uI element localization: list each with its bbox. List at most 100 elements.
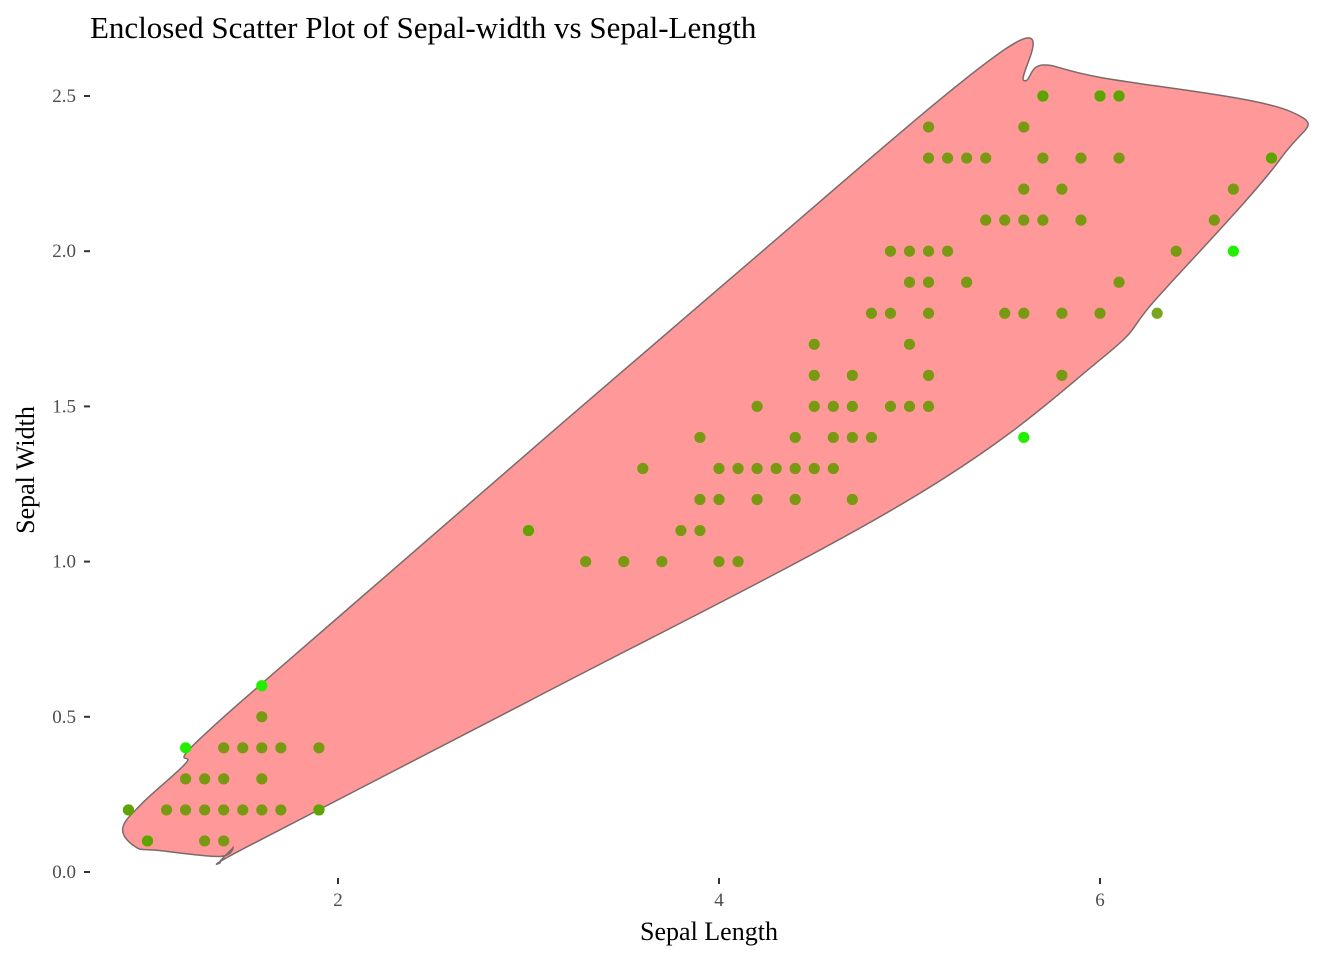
data-point: [218, 835, 230, 847]
data-point: [751, 493, 763, 506]
data-point: [313, 742, 325, 754]
data-point: [1208, 214, 1220, 226]
x-tick-label: 4: [714, 890, 724, 911]
highlight-point: [1227, 245, 1239, 257]
data-point: [789, 431, 801, 444]
y-tick-label: 1.0: [52, 552, 76, 573]
data-point: [1265, 152, 1278, 164]
data-point: [1056, 369, 1068, 381]
data-point: [1075, 152, 1087, 164]
highlight-point: [1018, 431, 1030, 444]
highlight-point: [180, 742, 192, 754]
data-point: [256, 742, 268, 754]
data-point: [675, 524, 687, 537]
data-point: [1018, 121, 1030, 133]
data-point: [827, 462, 839, 475]
data-point: [770, 462, 782, 475]
data-point: [942, 152, 954, 164]
data-point: [199, 773, 211, 785]
data-point: [1056, 307, 1068, 319]
data-point: [1018, 214, 1030, 226]
data-point: [846, 493, 858, 506]
x-tick-label: 2: [333, 890, 343, 911]
data-point: [713, 556, 725, 568]
data-point: [637, 462, 649, 475]
data-point: [122, 804, 135, 816]
data-point: [141, 835, 154, 847]
data-point: [808, 369, 820, 381]
data-point: [942, 245, 954, 257]
data-point: [846, 431, 858, 444]
data-point: [180, 773, 192, 785]
data-point: [827, 431, 839, 444]
data-point: [922, 245, 935, 257]
data-point: [256, 773, 268, 785]
points-layer: [122, 90, 1278, 847]
data-point: [732, 556, 744, 568]
data-point: [980, 152, 992, 164]
data-point: [808, 338, 820, 350]
data-point: [846, 400, 858, 412]
data-point: [922, 152, 935, 164]
data-point: [922, 307, 935, 319]
y-axis-label: Sepal Width: [11, 406, 40, 534]
data-point: [1037, 90, 1049, 102]
highlight-point: [256, 680, 268, 692]
x-tick-label: 6: [1095, 890, 1105, 911]
data-point: [713, 462, 725, 475]
data-point: [922, 369, 935, 381]
data-point: [1151, 307, 1163, 319]
data-point: [903, 338, 916, 350]
plot-area: [121, 37, 1309, 865]
data-point: [618, 556, 630, 568]
data-point: [922, 121, 935, 133]
data-point: [751, 462, 763, 475]
data-point: [1094, 90, 1106, 102]
data-point: [846, 369, 858, 381]
data-point: [237, 742, 249, 754]
data-point: [922, 400, 935, 412]
data-point: [522, 524, 535, 537]
data-point: [180, 804, 192, 816]
data-point: [713, 493, 725, 506]
data-point: [1227, 183, 1239, 195]
data-point: [1056, 183, 1068, 195]
data-point: [827, 400, 839, 412]
data-point: [199, 804, 211, 816]
y-tick-label: 0.0: [52, 862, 76, 883]
data-point: [903, 400, 916, 412]
data-point: [961, 276, 973, 288]
data-point: [218, 742, 230, 754]
data-point: [808, 462, 820, 475]
data-point: [275, 804, 287, 816]
data-point: [275, 742, 287, 754]
data-point: [865, 431, 878, 444]
data-point: [884, 307, 897, 319]
y-tick-label: 0.5: [52, 707, 76, 728]
data-point: [751, 400, 763, 412]
data-point: [961, 152, 973, 164]
data-point: [884, 400, 897, 412]
data-point: [980, 214, 992, 226]
data-point: [694, 493, 706, 506]
data-point: [1037, 152, 1049, 164]
data-point: [903, 276, 916, 288]
data-point: [884, 245, 897, 257]
data-point: [1018, 183, 1030, 195]
data-point: [1170, 245, 1182, 257]
y-tick-label: 1.5: [52, 396, 76, 417]
data-point: [1075, 214, 1087, 226]
data-point: [694, 431, 706, 444]
data-point: [1018, 307, 1030, 319]
data-point: [922, 276, 935, 288]
data-point: [1113, 276, 1125, 288]
data-point: [199, 835, 211, 847]
data-point: [789, 462, 801, 475]
data-point: [656, 556, 668, 568]
data-point: [256, 711, 268, 723]
data-point: [789, 493, 801, 506]
data-point: [999, 214, 1011, 226]
data-point: [160, 804, 173, 816]
data-point: [808, 400, 820, 412]
